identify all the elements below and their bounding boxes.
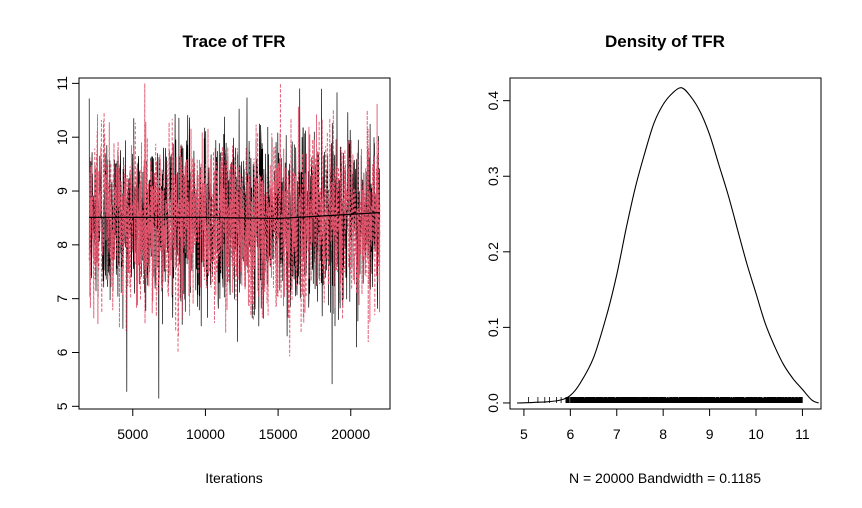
trace-y-tick-label: 8	[54, 241, 70, 249]
density-rug	[528, 397, 803, 403]
density-x-tick-label: 5	[520, 426, 528, 442]
density-x-tick-label: 11	[795, 426, 810, 442]
density-y-tick-label: 0.4	[485, 91, 501, 111]
density-plot-area	[516, 87, 819, 404]
trace-plot-area	[88, 83, 381, 399]
density-x-tick-label: 10	[748, 426, 764, 442]
trace-y-tick-label: 9	[54, 187, 70, 195]
trace-x-tick-label: 15000	[259, 426, 298, 442]
trace-series-1	[88, 83, 381, 357]
density-x-tick-label: 6	[566, 426, 574, 442]
density-y-tick-label: 0.3	[485, 166, 501, 186]
density-y-tick-label: 0.2	[485, 242, 501, 262]
density-x-tick-label: 8	[659, 426, 667, 442]
density-rug-band	[572, 397, 803, 403]
density-curve	[516, 87, 819, 404]
trace-x-tick-label: 10000	[186, 426, 225, 442]
trace-title: Trace of TFR	[183, 32, 286, 51]
density-title: Density of TFR	[605, 32, 725, 51]
density-panel: Density of TFR 5 6 7 8 9 10 11 0.0 0.1 0.2 0.3 0.4…	[485, 32, 822, 486]
trace-running-mean	[89, 212, 380, 220]
density-y-axis: 0.0 0.1 0.2 0.3 0.4	[485, 91, 511, 413]
density-x-label: N = 20000 Bandwidth = 0.1185	[569, 470, 761, 486]
trace-x-tick-label: 5000	[117, 426, 148, 442]
trace-y-tick-label: 7	[54, 295, 70, 303]
trace-frame	[78, 77, 391, 410]
trace-x-axis: 5000 10000 15000 20000	[117, 408, 370, 442]
density-x-axis: 5 6 7 8 9 10 11	[520, 408, 810, 442]
trace-y-tick-label: 10	[54, 129, 70, 145]
trace-x-tick-label: 20000	[331, 426, 370, 442]
trace-y-tick-label: 11	[54, 76, 70, 91]
density-x-tick-label: 9	[706, 426, 714, 442]
trace-y-tick-label: 6	[54, 348, 70, 356]
trace-y-axis: 5 6 7 8 9 10 11	[54, 76, 80, 410]
trace-y-tick-label: 5	[54, 402, 70, 410]
trace-x-label: Iterations	[205, 470, 263, 486]
density-y-tick-label: 0.1	[485, 317, 501, 337]
density-y-tick-label: 0.0	[485, 393, 501, 413]
density-frame	[509, 77, 822, 410]
density-x-tick-label: 7	[613, 426, 621, 442]
trace-panel: Trace of TFR 5000 10000 15000 20000 5 6 7 8 9 10…	[54, 32, 391, 486]
